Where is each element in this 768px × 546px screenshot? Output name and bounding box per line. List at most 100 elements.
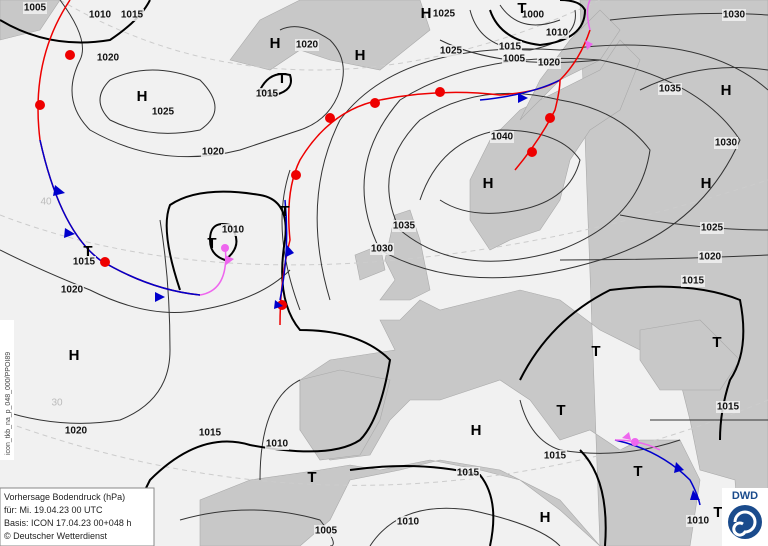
low-pressure: T [633,463,642,480]
info-box [0,487,155,546]
isobar-label-bg [502,53,526,65]
isobar-label-bg [537,57,561,69]
isobar-label-bg [96,52,120,64]
isobar-label-bg [88,9,112,21]
low-pressure: T [277,70,286,87]
low-pressure: T [280,203,289,220]
isobar-label: 1025 [152,107,175,118]
low-pressure: T [713,504,722,521]
isobar-label: 1000 [522,10,545,21]
isobar-label-bg [456,467,480,479]
high-pressure: H [421,5,432,22]
low-pressure: T [712,334,721,351]
info-line: für: Mi. 19.04.23 00 UTC [4,505,103,515]
isobar-label: 1015 [121,10,144,21]
isobar-label: 1020 [97,53,120,64]
isobar-label-bg [198,427,222,439]
high-pressure: H [471,422,482,439]
isobar-label: 1020 [296,40,319,51]
isobar-label: 1010 [546,28,569,39]
high-pressure: H [721,82,732,99]
labels: 1005 1010 1015 1020 1025 1020 1015 1020 1010 1020… [23,0,746,537]
low-pressure: T [307,469,316,486]
low-pressure: T [517,0,526,17]
isobar-label: 1025 [701,223,724,234]
isobar-label: 1010 [397,517,420,528]
high-pressure: H [701,175,712,192]
isobar-label: 1030 [371,244,394,255]
isobar-label-bg [60,284,84,296]
isobar-label: 1020 [699,252,722,263]
isobar-label-bg [716,401,740,413]
isobar-label: 1005 [24,3,47,14]
low-pressure: T [556,402,565,419]
low-pressure: T [83,243,92,260]
isobar-label-bg [681,275,705,287]
logo-swirl [732,510,757,537]
isobar-label-bg [698,251,722,263]
isobar-label: 1015 [717,402,740,413]
isobar-label-bg [314,525,338,537]
isobar-label-bg [392,220,416,232]
isobar-label: 1040 [491,132,514,143]
grid-label: 30 [51,398,63,409]
isobar-label: 1025 [433,9,456,20]
info-line: © Deutscher Wetterdienst [4,531,108,541]
isobar-label: 1035 [659,84,682,95]
isobar-label-bg [295,39,319,51]
isobar-label: 1035 [393,221,416,232]
isobar-label-bg [722,9,746,21]
high-pressure: H [540,509,551,526]
isobar-label: 1005 [315,526,338,537]
isobar-label-bg [23,2,47,14]
side-box [0,320,14,460]
isobar-label-bg [72,256,96,268]
isobar-label: 1010 [89,10,112,21]
isobar-label: 1025 [440,46,463,57]
high-pressure: H [69,347,80,364]
isobar-label: 1030 [723,10,746,21]
isobar-label: 1010 [687,516,710,527]
isobar-label-bg [151,106,175,118]
isobar-label-bg [543,450,567,462]
logo-text: DWD [732,490,758,502]
graticule [0,0,768,486]
isobar-label-bg [396,516,420,528]
isobar-label-bg [265,438,289,450]
low-pressure: T [207,235,216,252]
low-pressure: T [591,343,600,360]
info-line: Basis: ICON 17.04.23 00+048 h [4,518,131,528]
info-line: Vorhersage Bodendruck (hPa) [4,492,125,502]
isobar-label-bg [498,41,522,53]
isobar-label-bg [658,83,682,95]
isobar-label-bg [521,9,545,21]
isobar-label: 1015 [256,89,279,100]
isobar-label: 1020 [61,285,84,296]
isobar-label: 1015 [73,257,96,268]
isobar-label-bg [439,45,463,57]
isobar-label: 1010 [222,225,245,236]
isobar-label-bg [201,146,225,158]
side-label: icon_tkb_na_p_048_000/PPOI89 [5,352,12,455]
logo-mark [728,505,762,539]
high-pressure: H [355,47,366,64]
isobar-label-bg [700,222,724,234]
isobar-label-bg [221,224,245,236]
isobar-label-bg [370,243,394,255]
fronts [35,0,701,506]
isobar-label: 1020 [65,426,88,437]
isobar-label-bg [490,131,514,143]
grid-label: 40 [40,197,52,208]
isobar-label: 1015 [544,451,567,462]
high-pressure: H [483,175,494,192]
isobar-label-bg [686,515,710,527]
isobar-label-bg [120,9,144,21]
isobar-label: 1010 [266,439,289,450]
isobar-label-bg [255,88,279,100]
isobar-label: 1015 [457,468,480,479]
isobar-label-bg [432,8,456,20]
isobar-label-bg [545,27,569,39]
